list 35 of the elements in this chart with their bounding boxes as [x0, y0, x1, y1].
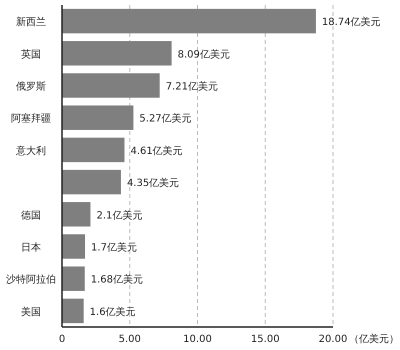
bar	[62, 170, 121, 194]
data-label: 1.68亿美元	[90, 274, 144, 286]
data-label: 7.21亿美元	[166, 80, 218, 92]
data-label: 1.6亿美元	[90, 306, 136, 318]
x-tick-label: 10.00	[183, 334, 212, 345]
data-label: 1.7亿美元	[91, 242, 137, 254]
y-tick-label: 英国	[21, 48, 41, 60]
bar	[62, 202, 90, 227]
y-tick-label: 美国	[21, 306, 41, 318]
bar	[62, 73, 160, 98]
bar	[62, 8, 316, 34]
data-label: 2.1亿美元	[96, 209, 142, 222]
x-axis-title: （亿美元）	[349, 333, 399, 345]
bar	[62, 138, 124, 162]
data-label: 5.27亿美元	[139, 112, 192, 125]
y-tick-label: 阿塞拜疆	[11, 112, 51, 125]
data-label: 4.35亿美元	[126, 177, 180, 190]
x-tick-label: 20.00	[318, 334, 348, 345]
bar	[62, 266, 85, 291]
y-tick-label: 新西兰	[16, 16, 46, 28]
y-tick-label: 沙特阿拉伯	[6, 274, 56, 286]
bar	[62, 234, 86, 259]
bar	[62, 41, 172, 66]
y-tick-label: 俄罗斯	[16, 80, 46, 92]
data-label: 4.61亿美元	[130, 144, 183, 157]
bar	[62, 105, 134, 130]
y-tick-label: 德国	[21, 210, 41, 222]
x-tick-label: 15.00	[250, 334, 280, 345]
data-label: 8.09亿美元	[178, 48, 230, 60]
y-tick-label: 日本	[21, 242, 41, 254]
x-tick-label: 0	[58, 334, 66, 345]
x-tick-label: 5.00	[118, 334, 141, 345]
bar	[62, 298, 84, 324]
y-tick-label: 意大利	[15, 144, 46, 157]
data-label: 18.74亿美元	[322, 16, 381, 28]
